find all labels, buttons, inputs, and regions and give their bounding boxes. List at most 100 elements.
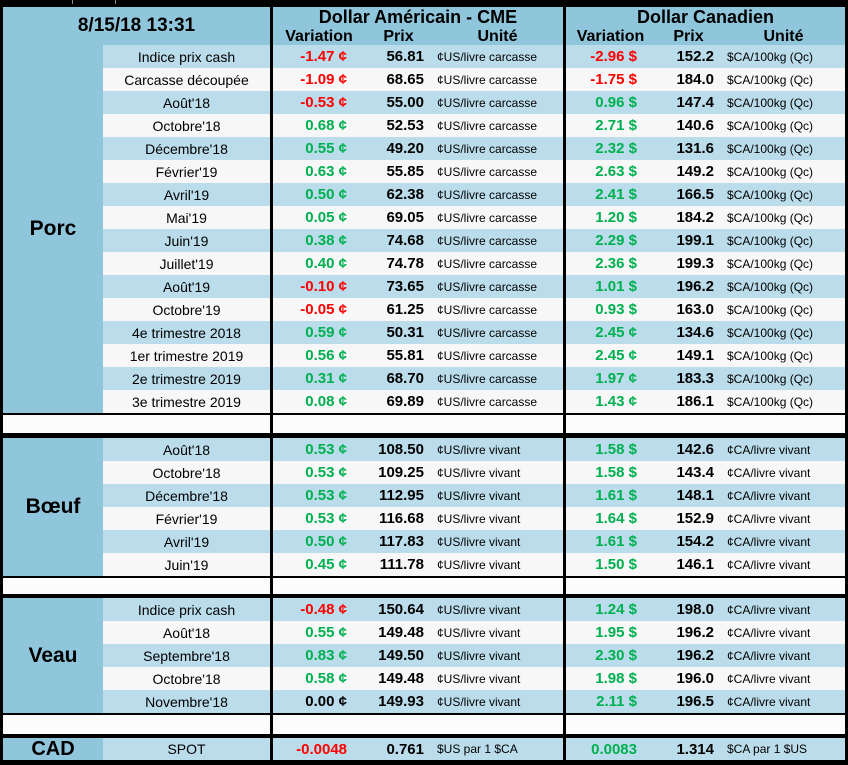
section-name-label: Bœuf: [3, 438, 103, 576]
section-name-label: Porc: [3, 45, 103, 413]
us-variation-cell: 0.63 ¢: [273, 160, 365, 183]
ca-prix-cell: 152.9: [655, 507, 722, 530]
ca-prix-cell: 196.2: [655, 644, 722, 667]
row-label: 1er trimestre 2019: [103, 344, 270, 367]
ca-prix-cell: 183.3: [655, 367, 722, 390]
bottom-frame: [0, 760, 848, 763]
ca-unite-cell: $CA/100kg (Qc): [722, 321, 845, 344]
us-unite-cell: ¢US/livre carcasse: [432, 298, 563, 321]
us-prix-cell: 62.38: [365, 183, 432, 206]
row-label: Avril'19: [103, 183, 270, 206]
ca-variation-cell: 2.45 ¢: [566, 344, 655, 367]
us-variation-cell: 0.40 ¢: [273, 252, 365, 275]
us-prix-cell: 112.95: [365, 484, 432, 507]
us-unite-cell: ¢US/livre vivant: [432, 667, 563, 690]
us-unite-cell: ¢US/livre carcasse: [432, 114, 563, 137]
ca-prix-cell: 131.6: [655, 137, 722, 160]
ca-variation-cell: -2.96 $: [566, 45, 655, 68]
row-label: Indice prix cash: [103, 45, 270, 68]
sections-container: Porc Indice prix cash -1.47 ¢ 56.81 ¢US/livr…: [0, 45, 848, 738]
us-prix-cell: 108.50: [365, 438, 432, 461]
us-group-title: Dollar Américain - CME: [273, 7, 563, 28]
row-label: Février'19: [103, 160, 270, 183]
ca-variation-cell: 2.30 $: [566, 644, 655, 667]
ca-variation-cell: 1.64 $: [566, 507, 655, 530]
ca-unite-cell: $CA/100kg (Qc): [722, 298, 845, 321]
us-unite-cell: ¢US/livre carcasse: [432, 321, 563, 344]
ca-variation-cell: 2.29 $: [566, 229, 655, 252]
top-frame: [0, 0, 848, 7]
section-buf: Bœuf Août'18 0.53 ¢ 108.50 ¢US/livre vivant 1…: [0, 438, 848, 576]
ca-variation-cell: 1.95 $: [566, 621, 655, 644]
cad-us-prix: 0.761: [365, 738, 432, 760]
row-label: Août'18: [103, 91, 270, 114]
ca-unite-cell: $CA/100kg (Qc): [722, 114, 845, 137]
ca-variation-cell: 2.41 $: [566, 183, 655, 206]
row-label: 4e trimestre 2018: [103, 321, 270, 344]
us-prix-cell: 69.05: [365, 206, 432, 229]
separator-cell: [566, 715, 845, 734]
section-separator: [0, 576, 848, 598]
us-variation-cell: -0.48 ¢: [273, 598, 365, 621]
us-unite-cell: ¢US/livre carcasse: [432, 45, 563, 68]
us-prix-cell: 56.81: [365, 45, 432, 68]
gridline-tick: [115, 0, 116, 4]
row-label: Indice prix cash: [103, 598, 270, 621]
row-label: Décembre'18: [103, 137, 270, 160]
row-label: Juin'19: [103, 229, 270, 252]
us-prix-cell: 69.89: [365, 390, 432, 413]
row-label: Mai'19: [103, 206, 270, 229]
row-label: Octobre'18: [103, 667, 270, 690]
row-label: Août'19: [103, 275, 270, 298]
ca-unite-cell: ¢CA/livre vivant: [722, 690, 845, 713]
ca-variation-cell: 1.97 ¢: [566, 367, 655, 390]
us-variation-cell: 0.58 ¢: [273, 667, 365, 690]
ca-variation-cell: 1.61 $: [566, 530, 655, 553]
ca-unite-cell: ¢CA/livre vivant: [722, 644, 845, 667]
us-prix-cell: 74.78: [365, 252, 432, 275]
ca-unite-cell: $CA/100kg (Qc): [722, 137, 845, 160]
row-label: Octobre'19: [103, 298, 270, 321]
ca-prix-cell: 196.2: [655, 621, 722, 644]
us-variation-cell: 0.83 ¢: [273, 644, 365, 667]
us-prix-cell: 68.70: [365, 367, 432, 390]
ca-prix-cell: 166.5: [655, 183, 722, 206]
ca-unite-cell: ¢CA/livre vivant: [722, 621, 845, 644]
us-unite-cell: ¢US/livre vivant: [432, 598, 563, 621]
us-unite-cell: ¢US/livre vivant: [432, 530, 563, 553]
row-label: Septembre'18: [103, 644, 270, 667]
us-variation-cell: 0.55 ¢: [273, 137, 365, 160]
us-prix-cell: 68.65: [365, 68, 432, 91]
cad-ca-unite: $CA par 1 $US: [722, 738, 845, 760]
us-col-unite: Unité: [432, 28, 563, 45]
section-veau: Veau Indice prix cash -0.48 ¢ 150.64 ¢US/liv…: [0, 598, 848, 713]
ca-unite-cell: $CA/100kg (Qc): [722, 206, 845, 229]
us-variation-cell: 0.53 ¢: [273, 438, 365, 461]
us-unite-cell: ¢US/livre vivant: [432, 621, 563, 644]
ca-unite-cell: $CA/100kg (Qc): [722, 367, 845, 390]
ca-variation-cell: 2.71 $: [566, 114, 655, 137]
ca-variation-cell: 2.36 $: [566, 252, 655, 275]
us-variation-cell: 0.53 ¢: [273, 507, 365, 530]
us-unite-cell: ¢US/livre carcasse: [432, 252, 563, 275]
us-prix-cell: 117.83: [365, 530, 432, 553]
ca-prix-cell: 146.1: [655, 553, 722, 576]
ca-variation-cell: 1.20 $: [566, 206, 655, 229]
us-prix-cell: 50.31: [365, 321, 432, 344]
datetime-cell: 8/15/18 13:31: [3, 7, 270, 45]
ca-unite-cell: ¢CA/livre vivant: [722, 667, 845, 690]
us-col-variation: Variation: [273, 28, 365, 45]
ca-unite-cell: $CA/100kg (Qc): [722, 344, 845, 367]
ca-variation-cell: 2.11 $: [566, 690, 655, 713]
cad-us-variation: -0.0048: [273, 738, 365, 760]
ca-prix-cell: 149.2: [655, 160, 722, 183]
ca-unite-cell: $CA/100kg (Qc): [722, 45, 845, 68]
ca-unite-cell: $CA/100kg (Qc): [722, 390, 845, 413]
row-label: Octobre'18: [103, 461, 270, 484]
cad-ca-variation: 0.0083: [566, 738, 655, 760]
ca-unite-cell: ¢CA/livre vivant: [722, 553, 845, 576]
ca-prix-cell: 152.2: [655, 45, 722, 68]
ca-prix-cell: 154.2: [655, 530, 722, 553]
us-col-prix: Prix: [365, 28, 432, 45]
ca-prix-cell: 134.6: [655, 321, 722, 344]
